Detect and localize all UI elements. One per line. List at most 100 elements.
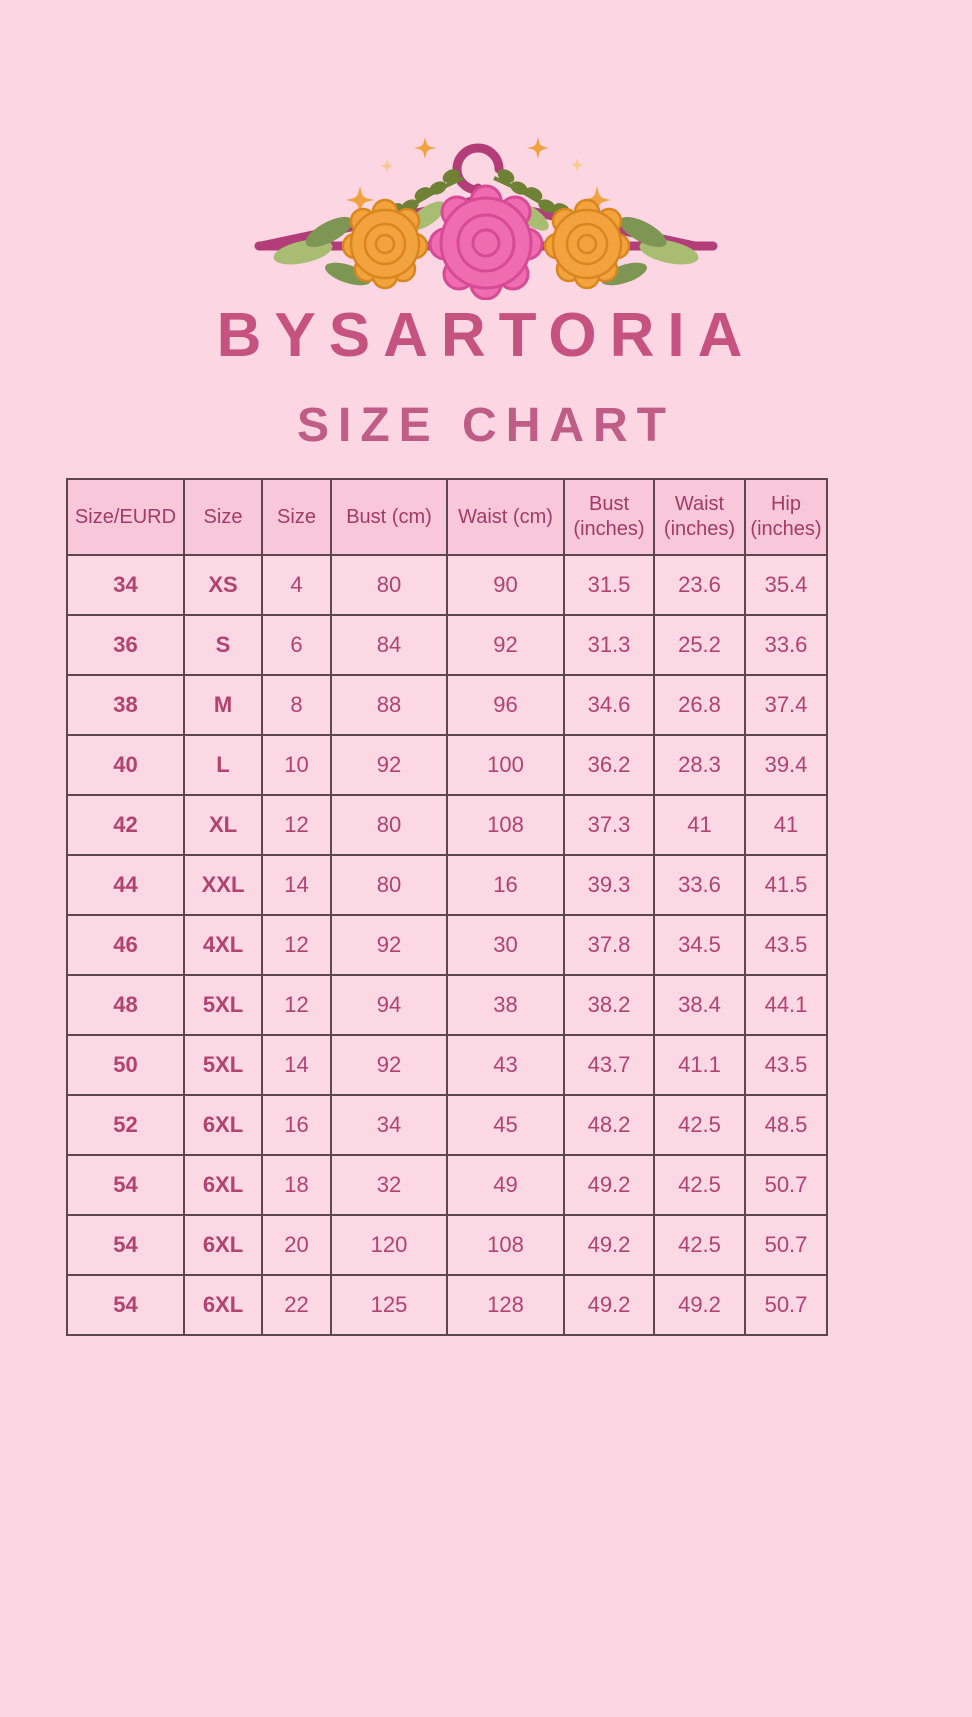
table-cell: 22	[261, 1274, 332, 1336]
table-cell: 34.6	[563, 674, 655, 736]
table-cell: 49.2	[563, 1154, 655, 1216]
table-cell: 33.6	[653, 854, 746, 916]
table-cell: 49	[446, 1154, 565, 1216]
table-cell: 16	[446, 854, 565, 916]
table-cell: 108	[446, 1214, 565, 1276]
table-cell: 10	[261, 734, 332, 796]
table-cell: 5XL	[183, 974, 263, 1036]
table-cell: 128	[446, 1274, 565, 1336]
table-cell: 80	[330, 554, 448, 616]
table-cell: 31.3	[563, 614, 655, 676]
table-cell: 52	[66, 1094, 185, 1156]
rose-orange-icon	[543, 198, 631, 290]
table-cell: 6	[261, 614, 332, 676]
table-cell: 48	[66, 974, 185, 1036]
table-cell: 50	[66, 1034, 185, 1096]
table-cell: 43.5	[744, 914, 828, 976]
table-cell: 43.7	[563, 1034, 655, 1096]
table-cell: 49.2	[653, 1274, 746, 1336]
table-row: 48 5XL 12 94 38 38.2 38.4 44.1	[66, 974, 828, 1036]
table-cell: 6XL	[183, 1154, 263, 1216]
table-cell: XXL	[183, 854, 263, 916]
table-cell: 37.8	[563, 914, 655, 976]
table-cell: 38.4	[653, 974, 746, 1036]
table-cell: 41.5	[744, 854, 828, 916]
table-cell: 42.5	[653, 1094, 746, 1156]
table-cell: 40	[66, 734, 185, 796]
column-header: Waist (inches)	[653, 478, 746, 556]
table-row: 34 XS 4 80 90 31.5 23.6 35.4	[66, 554, 828, 616]
sparkle-icon	[346, 137, 611, 214]
table-cell: 32	[330, 1154, 448, 1216]
table-cell: 26.8	[653, 674, 746, 736]
table-cell: 12	[261, 914, 332, 976]
table-cell: 25.2	[653, 614, 746, 676]
table-cell: 37.3	[563, 794, 655, 856]
column-header: Size	[261, 478, 332, 556]
table-cell: 49.2	[563, 1214, 655, 1276]
table-row: 40 L 10 92 100 36.2 28.3 39.4	[66, 734, 828, 796]
table-row: 54 6XL 22 125 128 49.2 49.2 50.7	[66, 1274, 828, 1336]
table-cell: 46	[66, 914, 185, 976]
table-cell: 12	[261, 794, 332, 856]
table-header-row: Size/EURD Size Size Bust (cm) Waist (cm) Bust…	[66, 478, 828, 556]
table-cell: 8	[261, 674, 332, 736]
table-cell: 88	[330, 674, 448, 736]
table-cell: 5XL	[183, 1034, 263, 1096]
table-cell: 42	[66, 794, 185, 856]
table-cell: 100	[446, 734, 565, 796]
table-cell: XL	[183, 794, 263, 856]
table-cell: 23.6	[653, 554, 746, 616]
table-cell: 90	[446, 554, 565, 616]
table-cell: 80	[330, 854, 448, 916]
table-cell: 20	[261, 1214, 332, 1276]
table-cell: 30	[446, 914, 565, 976]
table-cell: 36.2	[563, 734, 655, 796]
table-cell: 38	[66, 674, 185, 736]
table-cell: 34.5	[653, 914, 746, 976]
table-cell: 54	[66, 1214, 185, 1276]
table-cell: 6XL	[183, 1274, 263, 1336]
table-cell: 41.1	[653, 1034, 746, 1096]
table-cell: 92	[446, 614, 565, 676]
table-cell: 54	[66, 1154, 185, 1216]
table-cell: 42.5	[653, 1154, 746, 1216]
table-row: 52 6XL 16 34 45 48.2 42.5 48.5	[66, 1094, 828, 1156]
rose-pink-icon	[428, 184, 544, 300]
table-cell: 41	[653, 794, 746, 856]
table-cell: 18	[261, 1154, 332, 1216]
column-header: Bust (inches)	[563, 478, 655, 556]
table-cell: 50.7	[744, 1154, 828, 1216]
table-row: 46 4XL 12 92 30 37.8 34.5 43.5	[66, 914, 828, 976]
table-row: 50 5XL 14 92 43 43.7 41.1 43.5	[66, 1034, 828, 1096]
table-cell: 50.7	[744, 1214, 828, 1276]
table-cell: 12	[261, 974, 332, 1036]
table-cell: 33.6	[744, 614, 828, 676]
table-cell: 38	[446, 974, 565, 1036]
table-cell: 37.4	[744, 674, 828, 736]
table-cell: 54	[66, 1274, 185, 1336]
table-row: 36 S 6 84 92 31.3 25.2 33.6	[66, 614, 828, 676]
rose-orange-icon	[341, 198, 429, 290]
table-cell: 92	[330, 1034, 448, 1096]
table-cell: 108	[446, 794, 565, 856]
table-cell: 125	[330, 1274, 448, 1336]
size-table: Size/EURD Size Size Bust (cm) Waist (cm) Bust…	[66, 478, 828, 1336]
table-cell: L	[183, 734, 263, 796]
table-cell: 92	[330, 734, 448, 796]
table-cell: 84	[330, 614, 448, 676]
brand-title: BYSARTORIA	[216, 301, 756, 370]
table-cell: 28.3	[653, 734, 746, 796]
column-header: Waist (cm)	[446, 478, 565, 556]
table-cell: 38.2	[563, 974, 655, 1036]
table-cell: 4XL	[183, 914, 263, 976]
table-cell: 45	[446, 1094, 565, 1156]
table-cell: 31.5	[563, 554, 655, 616]
table-row: 54 6XL 18 32 49 49.2 42.5 50.7	[66, 1154, 828, 1216]
table-cell: 44	[66, 854, 185, 916]
floral-hanger-icon	[254, 137, 718, 300]
table-cell: 48.5	[744, 1094, 828, 1156]
table-cell: 42.5	[653, 1214, 746, 1276]
table-cell: 50.7	[744, 1274, 828, 1336]
